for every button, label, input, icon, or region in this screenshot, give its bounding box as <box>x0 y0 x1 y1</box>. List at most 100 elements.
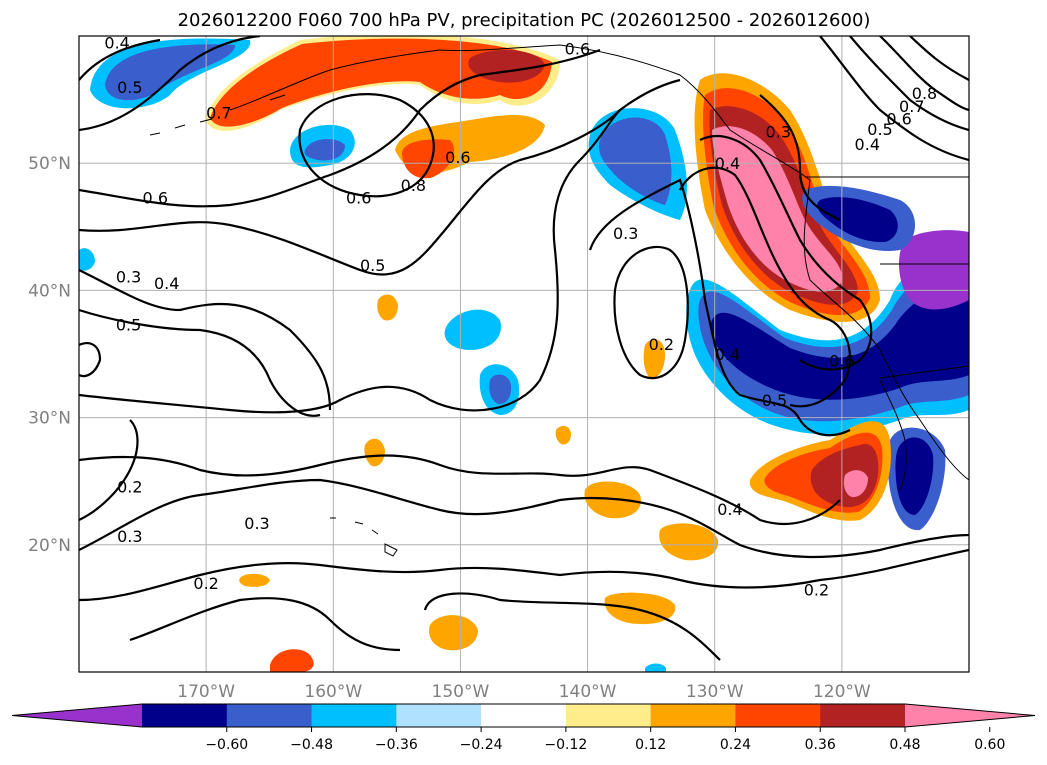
shade-blob-pink-baja <box>843 470 868 498</box>
pv-contour <box>79 454 841 525</box>
lon-tick-label: 170°W <box>177 682 235 702</box>
colorbar-segment <box>142 704 228 727</box>
chart-title: 2026012200 F060 700 hPa PV, precipitatio… <box>178 10 871 31</box>
lat-tick-label: 50°N <box>28 154 71 174</box>
contour-label: 0.4 <box>154 274 179 293</box>
shade-blob-navy-canada <box>817 197 898 243</box>
pv-contour <box>423 592 721 661</box>
pv-contour <box>699 135 873 371</box>
contour-label: 0.3 <box>116 267 141 286</box>
pv-contour <box>849 36 969 132</box>
colorbar-segment <box>735 704 821 727</box>
coastline-aleutians <box>149 94 286 136</box>
pv-contour <box>79 308 321 417</box>
contour-label: 0.7 <box>206 103 231 122</box>
contour-label: 0.5 <box>867 120 892 139</box>
colorbar-tick-label: −0.48 <box>290 737 333 753</box>
pv-contour <box>79 36 261 132</box>
colorbar-tick-label: 0.60 <box>974 737 1005 753</box>
pv-contour <box>79 478 969 559</box>
lat-tick-label: 20°N <box>28 536 71 556</box>
lon-tick-label: 160°W <box>304 682 362 702</box>
pv-contour <box>79 548 969 602</box>
shade-band-navy-sw <box>710 276 969 400</box>
contour-label: 0.4 <box>715 345 740 364</box>
lat-tick-label: 30°N <box>28 409 71 429</box>
shade-blob-orange-cp5 <box>643 339 665 379</box>
pv-contour <box>79 109 621 414</box>
shade-blob-orange-cp3 <box>377 294 398 321</box>
shade-blob-orange-cp7 <box>239 573 270 587</box>
pv-contour <box>613 245 689 380</box>
lon-tick-label: 120°W <box>813 682 871 702</box>
latitude-tick-labels: 50°N 40°N 30°N 20°N <box>28 154 71 556</box>
shade-blob-violet-sw <box>898 230 969 310</box>
shade-blob-orange-cp4 <box>364 438 385 467</box>
contour-label: 0.8 <box>912 84 937 103</box>
pv-contour <box>79 38 161 81</box>
longitude-tick-labels: 170°W 160°W 150°W 140°W 130°W 120°W <box>177 682 871 702</box>
pv-contour <box>79 269 332 411</box>
contour-label: 0.2 <box>804 580 829 599</box>
colorbar-segment <box>311 704 397 727</box>
colorbar-segment <box>481 704 567 727</box>
lon-tick-label: 140°W <box>559 682 617 702</box>
colorbar-segment <box>396 704 482 727</box>
shade-blob-orange-sub2 <box>659 523 719 561</box>
contour-label: 0.2 <box>117 477 142 496</box>
pv-contour <box>909 36 969 81</box>
contour-label: 0.4 <box>715 154 740 173</box>
map-frame <box>78 35 970 673</box>
colorbar-tick-label: −0.60 <box>205 737 248 753</box>
lon-tick-label: 150°W <box>432 682 490 702</box>
shade-blob-red-sub5 <box>270 649 314 672</box>
colorbar-tick-label: 0.24 <box>720 737 751 753</box>
colorbar-extend-min <box>12 704 142 727</box>
pv-contour <box>129 597 401 652</box>
colorbar-extend-max <box>905 704 1035 727</box>
colorbar-tick-label: −0.24 <box>460 737 503 753</box>
pv-contour <box>79 419 139 521</box>
pv-contour <box>819 36 969 162</box>
shade-blob-navy-mexico <box>895 437 934 515</box>
pv-contour <box>679 166 852 408</box>
contour-label: 0.4 <box>104 33 129 52</box>
contour-label: 0.8 <box>401 176 426 195</box>
pv-contour <box>298 93 435 198</box>
colorbar-segment <box>820 704 906 727</box>
colorbar-tick-label: 0.36 <box>805 737 836 753</box>
colorbar-outline <box>11 703 1036 728</box>
colorbar-segment <box>565 704 652 727</box>
contour-label: 0.6 <box>346 189 371 208</box>
pv-contours <box>79 36 969 661</box>
contour-label: 0.3 <box>117 527 142 546</box>
shade-blob-royal-nw <box>105 44 235 101</box>
colorbar-tick-label: −0.12 <box>544 737 587 753</box>
shade-band-pink-coast <box>712 126 843 292</box>
contour-label: 0.2 <box>649 335 674 354</box>
contour-label: 0.6 <box>143 189 168 208</box>
colorbar-tick-label: 0.12 <box>635 737 666 753</box>
shade-band-red-north <box>210 38 552 127</box>
contour-label: 0.4 <box>855 135 880 154</box>
border-us-mexico <box>879 365 969 379</box>
shade-blob-blue-cp1 <box>444 309 501 350</box>
contour-label: 0.5 <box>762 391 787 410</box>
pv-contour <box>79 342 102 378</box>
shade-blob-royal-cp2 <box>489 374 512 405</box>
pv-contour <box>79 48 601 208</box>
contour-label: 0.6 <box>445 148 470 167</box>
pv-contour <box>759 94 841 221</box>
shade-blob-royal-pnw <box>598 117 672 205</box>
lon-tick-label: 130°W <box>686 682 744 702</box>
contour-label: 0.7 <box>899 97 924 116</box>
pv-contour <box>588 178 851 437</box>
pv-contour-labels: 0.40.50.70.60.60.80.6 0.60.50.3 0.40.50.30… <box>104 33 937 599</box>
coastline-hawaii <box>330 517 398 557</box>
pv-contour <box>879 36 969 112</box>
contour-label: 0.5 <box>117 78 142 97</box>
contour-label: 0.6 <box>565 40 590 59</box>
contour-label: 0.3 <box>244 514 269 533</box>
contour-label: 0.5 <box>116 316 141 335</box>
